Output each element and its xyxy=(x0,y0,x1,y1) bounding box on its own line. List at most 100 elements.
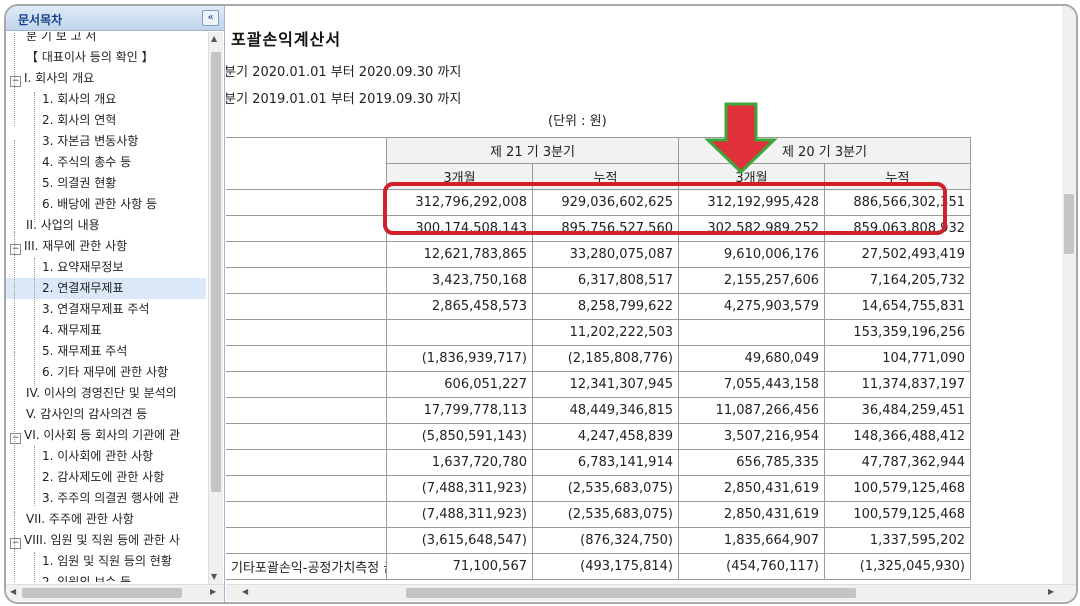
scroll-right-icon[interactable]: ▶ xyxy=(1048,587,1055,596)
scroll-left-icon[interactable]: ◀ xyxy=(10,587,17,596)
toc-item[interactable]: 3. 연결재무제표 주석 xyxy=(6,299,206,320)
toc-item[interactable]: VII. 주주에 관한 사항 xyxy=(6,509,206,530)
toc-item[interactable]: 1. 이사회에 관한 사항 xyxy=(6,446,206,467)
down-arrow-icon xyxy=(704,102,778,174)
scroll-right-icon[interactable]: ▶ xyxy=(210,587,217,596)
toc-item[interactable]: 2. 회사의 연혁 xyxy=(6,110,206,131)
toc-item-label: 6. 배당에 관한 사항 등 xyxy=(42,197,158,211)
row-label-cell xyxy=(226,397,387,424)
toc-scroll-thumb[interactable] xyxy=(211,52,221,492)
value-cell: (1,325,045,930) xyxy=(824,553,971,580)
toc-item[interactable]: 2. 감사제도에 관한 사항 xyxy=(6,467,206,488)
toc-item-label: VI. 이사회 등 회사의 기관에 관 xyxy=(24,428,181,442)
value-cell xyxy=(678,319,825,346)
row-label-cell xyxy=(226,475,387,502)
value-cell: 100,579,125,468 xyxy=(824,475,971,502)
scroll-down-icon[interactable]: ▼ xyxy=(211,572,218,581)
toc-horizontal-scrollbar[interactable]: ◀ ▶ xyxy=(6,584,224,601)
value-cell: 656,785,335 xyxy=(678,449,825,476)
value-cell: (7,488,311,923) xyxy=(386,501,533,528)
toc-item[interactable]: 6. 배당에 관한 사항 등 xyxy=(6,194,206,215)
value-cell: 929,036,602,625 xyxy=(532,189,679,216)
row-label-cell: 기타포괄손익-공정가치측정 금융자산 평가이익(손실) xyxy=(226,553,387,580)
toc-item-label: III. 재무에 관한 사항 xyxy=(24,239,128,253)
scroll-up-icon[interactable]: ▲ xyxy=(211,34,218,43)
toc-item[interactable]: − III. 재무에 관한 사항 xyxy=(6,236,206,257)
toc-panel: 문서목차 « 분 기 보 고 서 【 대표이사 등의 확인 】 − I. 회사의 개요… xyxy=(6,6,225,602)
value-cell: 9,610,006,176 xyxy=(678,241,825,268)
toc-item[interactable]: V. 감사인의 감사의견 등 xyxy=(6,404,206,425)
row-label-cell xyxy=(226,501,387,528)
table-row: (7,488,311,923) (2,535,683,075) 2,850,431,… xyxy=(226,475,971,502)
toc-item[interactable]: 1. 임원 및 직원 등의 현황 xyxy=(6,551,206,572)
tree-guide-line xyxy=(34,92,35,222)
toc-item-label: IV. 이사의 경영진단 및 분석의 xyxy=(26,386,177,400)
toc-item[interactable]: II. 사업의 내용 xyxy=(6,215,206,236)
value-cell: 1,337,595,202 xyxy=(824,527,971,554)
toc-item-label: 1. 이사회에 관한 사항 xyxy=(42,449,154,463)
toc-item-label: 3. 연결재무제표 주석 xyxy=(42,302,150,316)
toc-item[interactable]: − VI. 이사회 등 회사의 기관에 관 xyxy=(6,425,206,446)
row-label-cell xyxy=(226,241,387,268)
tree-toggle-icon[interactable]: − xyxy=(10,244,21,255)
value-cell: 153,359,196,256 xyxy=(824,319,971,346)
toc-item[interactable]: 4. 주식의 총수 등 xyxy=(6,152,206,173)
row-label-cell xyxy=(226,267,387,294)
table-row: 17,799,778,113 48,449,346,815 11,087,266,4… xyxy=(226,397,971,424)
value-cell: 7,055,443,158 xyxy=(678,371,825,398)
document-scroll-thumb[interactable] xyxy=(1064,194,1074,254)
table-row: (3,615,648,547) (876,324,750) 1,835,664,90… xyxy=(226,527,971,554)
toc-item[interactable]: 3. 주주의 의결권 행사에 관 xyxy=(6,488,206,509)
value-cell: 17,799,778,113 xyxy=(386,397,533,424)
value-cell: 606,051,227 xyxy=(386,371,533,398)
value-cell: (2,535,683,075) xyxy=(532,501,679,528)
toc-item-label: 분 기 보 고 서 xyxy=(26,32,97,43)
toc-item[interactable]: − VIII. 임원 및 직원 등에 관한 사 xyxy=(6,530,206,551)
value-cell: 100,579,125,468 xyxy=(824,501,971,528)
tree-toggle-icon[interactable]: − xyxy=(10,538,21,549)
value-cell: (3,615,648,547) xyxy=(386,527,533,554)
scroll-left-icon[interactable]: ◀ xyxy=(242,587,249,596)
value-cell: 11,087,266,456 xyxy=(678,397,825,424)
double-chevron-left-icon[interactable]: « xyxy=(202,10,219,26)
toc-item-label: 6. 기타 재무에 관한 사항 xyxy=(42,365,169,379)
toc-item[interactable]: 3. 자본금 변동사항 xyxy=(6,131,206,152)
toc-item[interactable]: 4. 재무제표 xyxy=(6,320,206,341)
toc-item[interactable]: − I. 회사의 개요 xyxy=(6,68,206,89)
toc-hscroll-thumb[interactable] xyxy=(22,588,182,598)
toc-item-label: 1. 요약재무정보 xyxy=(42,260,124,274)
document-vertical-scrollbar[interactable] xyxy=(1062,6,1076,584)
value-cell xyxy=(386,319,533,346)
value-cell: 4,247,458,839 xyxy=(532,423,679,450)
document-horizontal-scrollbar[interactable]: ◀ ▶ xyxy=(226,584,1076,601)
toc-item[interactable]: 6. 기타 재무에 관한 사항 xyxy=(6,362,206,383)
table-row: (7,488,311,923) (2,535,683,075) 2,850,431,… xyxy=(226,501,971,528)
toc-vertical-scrollbar[interactable]: ▲ ▼ xyxy=(208,32,223,584)
value-cell: 12,341,307,945 xyxy=(532,371,679,398)
revenue-row-highlight xyxy=(383,182,947,235)
toc-item[interactable]: 1. 회사의 개요 xyxy=(6,89,206,110)
row-label-cell xyxy=(226,527,387,554)
tree-guide-line xyxy=(14,352,15,512)
toc-item[interactable]: 1. 요약재무정보 xyxy=(6,257,206,278)
toc-item[interactable]: 2. 연결재무제표 xyxy=(6,278,206,299)
document-hscroll-thumb[interactable] xyxy=(406,588,856,598)
statement-title: 연결 포괄손익계산서 xyxy=(226,30,342,49)
toc-item-label: 4. 재무제표 xyxy=(42,323,102,337)
table-row: 1,637,720,780 6,783,141,914 656,785,335 47,… xyxy=(226,449,971,476)
tree-toggle-icon[interactable]: − xyxy=(10,433,21,444)
toc-item[interactable]: IV. 이사의 경영진단 및 분석의 xyxy=(6,383,206,404)
toc-item-label: 3. 주주의 의결권 행사에 관 xyxy=(42,491,180,505)
period-prior: 제 20 기 3분기 2019.01.01 부터 2019.09.30 까지 xyxy=(226,92,462,107)
tree-toggle-icon[interactable]: − xyxy=(10,76,21,87)
value-cell: 6,317,808,517 xyxy=(532,267,679,294)
value-cell: 3,507,216,954 xyxy=(678,423,825,450)
toc-item[interactable]: 【 대표이사 등의 확인 】 xyxy=(6,47,206,68)
row-label-cell xyxy=(226,293,387,320)
row-label-cell xyxy=(226,215,387,242)
toc-item-label: 1. 회사의 개요 xyxy=(42,92,117,106)
toc-item[interactable]: 2. 임원의 보수 등 xyxy=(6,572,206,582)
toc-item[interactable]: 분 기 보 고 서 xyxy=(6,32,206,47)
toc-item[interactable]: 5. 의결권 현황 xyxy=(6,173,206,194)
toc-item[interactable]: 5. 재무제표 주석 xyxy=(6,341,206,362)
